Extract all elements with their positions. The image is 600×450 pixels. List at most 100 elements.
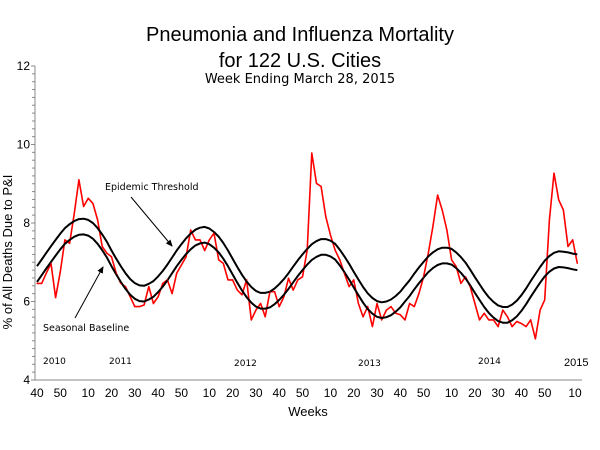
y-tick-label: 12 [17,59,31,73]
observed-point [50,262,52,264]
x-tick-label: 20 [226,386,240,400]
seasonal-baseline-arrow [74,266,104,319]
observed-point [320,185,322,188]
observed-point [83,205,85,208]
series-lines [36,152,579,340]
observed-point [162,282,164,284]
observed-point [260,302,262,305]
observed-point [204,249,206,252]
observed-point [315,182,318,184]
seasonal-baseline-annotation: Seasonal Baseline [43,323,129,334]
observed-point [339,259,341,261]
observed-point [129,296,131,298]
observed-point [539,309,541,311]
observed-point [418,292,420,294]
x-tick-label: 50 [538,386,552,400]
observed-point [427,252,429,254]
x-tick-label: 40 [30,386,44,400]
observed-point [194,239,196,241]
observed-point [152,302,154,305]
observed-point [451,259,453,261]
y-axis: 4 6 8 10 12 [17,59,36,387]
observed-point [218,259,220,261]
observed-point [497,326,499,328]
observed-point [69,242,71,244]
observed-point [120,282,122,284]
observed-point [138,306,141,308]
observed-point [492,319,495,321]
x-tick-label: 10 [568,386,582,400]
x-tick-label: 40 [394,386,408,400]
observed-point [502,309,504,311]
observed-point [525,326,527,328]
observed-point [558,199,560,201]
observed-point [278,306,280,308]
observed-point [287,277,290,279]
observed-point [343,272,345,274]
observed-point [516,320,518,323]
observed-point [269,291,271,293]
year-label-2015: 2015 [564,357,588,369]
observed-point [124,286,127,288]
observed-point [134,306,136,308]
observed-point [283,296,285,298]
observed-point [404,319,406,321]
x-tick-label: 10 [445,386,459,400]
observed-point [455,266,457,268]
observed-point [357,302,359,305]
observed-point [297,279,299,281]
observed-point [520,322,523,325]
year-label-2013: 2013 [358,359,381,369]
x-axis-label: Weeks [288,404,328,419]
x-tick-label: 10 [203,386,217,400]
observed-point [329,234,332,236]
observed-point [381,319,383,321]
x-tick-label: 10 [324,386,338,400]
observed-point [469,286,471,288]
observed-point [506,316,509,318]
observed-point [41,282,43,284]
epidemic-threshold-arrow [130,196,173,247]
observed-point [553,172,555,174]
observed-point [544,299,546,301]
observed-point [413,306,415,308]
observed-series-line [37,152,579,340]
observed-point [399,314,401,316]
observed-point [390,306,392,308]
y-tick-label: 8 [23,216,30,230]
observed-point [59,271,61,273]
x-tick-label: 40 [151,386,165,400]
year-label-2010: 2010 [43,357,66,367]
observed-point [199,239,201,241]
observed-point [353,279,355,281]
observed-point [511,326,513,328]
observed-point [534,338,537,340]
observed-point [474,302,476,305]
observed-point [460,282,462,284]
observed-point [311,152,313,154]
observed-point [264,316,266,318]
observed-point [87,197,89,199]
observed-point [92,202,94,204]
x-tick-label: 40 [273,386,287,400]
chart-title-line2: for 122 U.S. Cities [218,50,382,72]
observed-point [236,289,238,291]
y-tick-label: 6 [23,295,30,309]
observed-point [78,179,80,181]
x-tick-label: 30 [370,386,384,400]
observed-point [567,245,569,248]
observed-point [45,272,47,274]
observed-point [334,249,336,251]
x-tick-label: 10 [82,386,96,400]
observed-point [148,286,150,288]
observed-point [306,249,308,251]
chart-title: Pneumonia and Influenza Mortality [146,24,454,46]
x-tick-label: 50 [296,386,310,400]
x-axis: 40 50 10 20 30 40 50 10 20 30 40 50 10 20 30 40 50 10 20 30… [30,379,582,400]
observed-point [530,319,532,321]
observed-point [432,225,434,228]
observed-point [483,312,485,314]
observed-point [115,272,117,274]
observed-point [157,296,159,298]
